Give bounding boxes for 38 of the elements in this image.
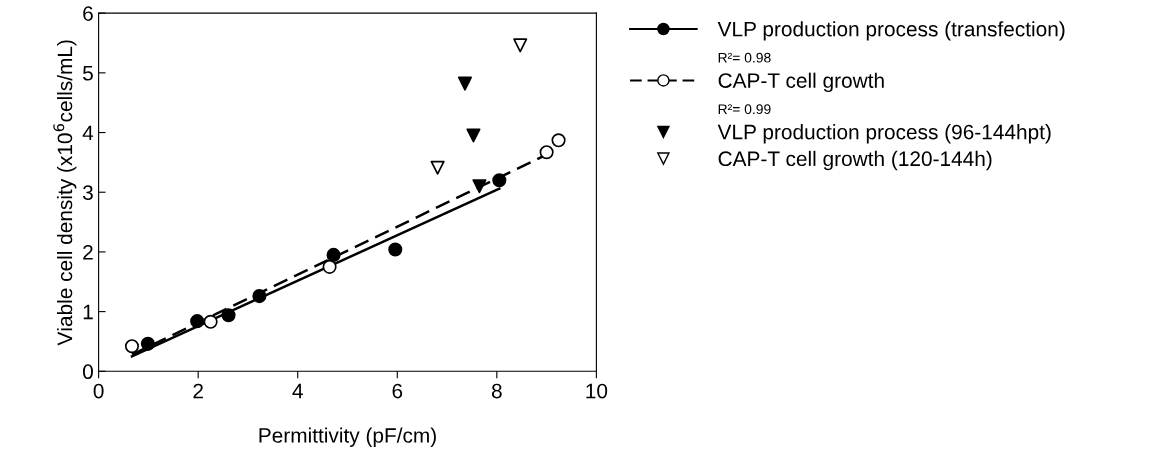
point (457, 76, 473, 91)
point (466, 128, 481, 143)
x-axis-title: Permittivity (pF/cm) (259, 427, 436, 447)
y-tick-label: 6 (83, 6, 93, 21)
legend-label: VLP production process (96-144hpt) (717, 124, 1051, 144)
legend-label: VLP production process (transfection) (717, 21, 1065, 41)
point (539, 145, 554, 160)
legend-label: CAP-T cell growth (718, 72, 884, 93)
text: R²= 0.99 (718, 104, 771, 115)
x-tick-label: 0 (93, 383, 104, 399)
point (551, 133, 566, 148)
point (203, 314, 218, 329)
point (221, 308, 236, 323)
point (388, 242, 403, 257)
legend-label: CAP-T cell growth (120-144h) (718, 150, 992, 171)
point (326, 247, 341, 262)
point (124, 339, 140, 354)
y-axis-title: Viable cell density (x10$^{6}$cells/mL) (53, 40, 77, 346)
x-tick-label: 4 (292, 383, 303, 399)
point (472, 179, 487, 194)
y-tick-label: 4 (82, 125, 94, 141)
y-tick-label: 3 (82, 185, 93, 200)
x-tick-label: 6 (392, 383, 403, 399)
x-tick-label: 2 (193, 383, 203, 399)
point (492, 173, 507, 188)
y-tick-label: 0 (82, 364, 93, 380)
text: R²= 0.98 (718, 52, 771, 63)
y-tick-label: 5 (83, 66, 93, 81)
point (252, 289, 267, 304)
point (140, 336, 155, 351)
point (513, 38, 528, 53)
point (430, 160, 445, 175)
y-tick-label: 2 (83, 244, 93, 260)
x-tick-label: 10 (586, 383, 608, 399)
y-tick-label: 1 (83, 304, 93, 320)
x-tick-label: 8 (491, 383, 502, 399)
point (322, 259, 337, 274)
point (190, 314, 205, 329)
